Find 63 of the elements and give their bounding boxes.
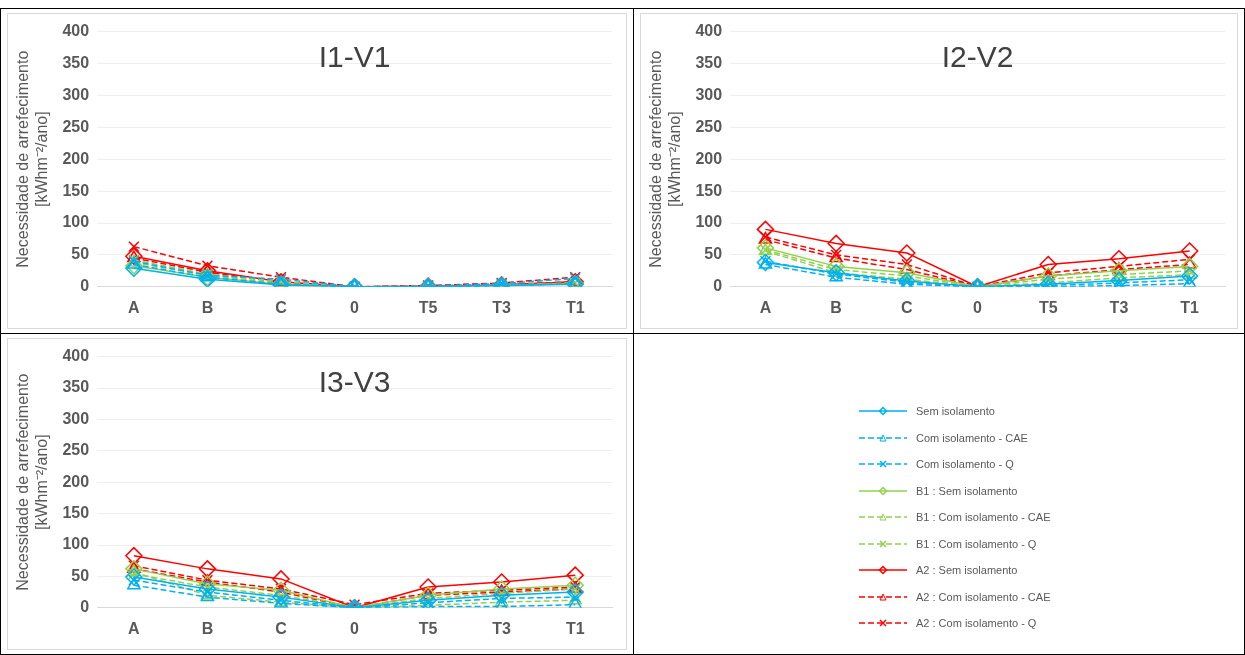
y-tick-label: 50 — [704, 245, 723, 263]
x-tick-label: C — [275, 298, 288, 316]
legend-label: Com isolamento - CAE — [916, 431, 1028, 444]
y-tick-label: 100 — [695, 213, 723, 231]
x-tick-label: C — [275, 619, 288, 637]
legend-label: A2 : Sem isolamento — [916, 564, 1018, 577]
y-axis-title: Necessidade de arrefecimento [kWhm⁻²/ano] — [647, 50, 684, 268]
y-tick-label: 200 — [695, 149, 723, 167]
x-tick-label: B — [201, 619, 214, 637]
chart-title: I3-V3 — [318, 364, 391, 398]
legend-label: Com isolamento - Q — [916, 458, 1014, 471]
chart-title: I1-V1 — [318, 39, 391, 73]
y-tick-label: 250 — [62, 117, 90, 135]
y-tick-label: 350 — [695, 53, 723, 71]
y-tick-label: 400 — [695, 22, 723, 40]
x-tick-label: T5 — [1038, 298, 1058, 316]
legend-label: A2 : Com isolamento - Q — [916, 617, 1037, 630]
y-tick-label: 300 — [62, 85, 90, 103]
x-tick-label: A — [128, 619, 141, 637]
x-tick-label: B — [830, 298, 842, 316]
y-tick-label: 0 — [713, 277, 723, 295]
legend-label: B1 : Sem isolamento — [916, 484, 1018, 497]
y-axis-title: Necessidade de arrefecimento [kWhm⁻²/ano] — [14, 373, 51, 591]
y-tick-label: 400 — [62, 347, 90, 365]
x-tick-label: T1 — [565, 619, 585, 637]
y-tick-label: 100 — [62, 535, 90, 553]
y-axis-title: Necessidade de arrefecimento [kWhm⁻²/ano] — [14, 50, 51, 268]
x-tick-label: B — [201, 298, 214, 316]
legend-label: B1 : Com isolamento - CAE — [916, 511, 1051, 524]
y-tick-label: 350 — [62, 378, 90, 396]
y-tick-label: 0 — [80, 598, 90, 616]
y-tick-label: 100 — [62, 213, 90, 231]
x-tick-label: T3 — [492, 298, 512, 316]
y-tick-label: 0 — [80, 277, 90, 295]
y-tick-label: 150 — [695, 181, 723, 199]
y-tick-label: 200 — [62, 149, 90, 167]
y-tick-label: 50 — [71, 245, 90, 263]
x-tick-label: 0 — [973, 298, 983, 316]
y-tick-label: 200 — [62, 472, 90, 490]
y-tick-label: 50 — [71, 566, 90, 584]
x-tick-label: T3 — [1109, 298, 1129, 316]
legend-label: A2 : Com isolamento - CAE — [916, 590, 1051, 603]
x-tick-label: 0 — [350, 298, 360, 316]
y-tick-label: 400 — [62, 22, 90, 40]
y-tick-label: 300 — [695, 85, 723, 103]
x-tick-label: T5 — [418, 619, 438, 637]
x-tick-label: T1 — [1180, 298, 1200, 316]
x-tick-label: T1 — [565, 298, 585, 316]
x-tick-label: C — [901, 298, 914, 316]
x-tick-label: A — [128, 298, 141, 316]
x-tick-label: 0 — [350, 619, 360, 637]
y-tick-label: 150 — [62, 504, 90, 522]
chart-title: I2-V2 — [941, 39, 1014, 73]
legend-label: Sem isolamento — [916, 405, 995, 418]
x-tick-label: T3 — [492, 619, 512, 637]
y-tick-label: 250 — [62, 441, 90, 459]
legend-label: B1 : Com isolamento - Q — [916, 537, 1037, 550]
x-tick-label: T5 — [418, 298, 438, 316]
y-tick-label: 350 — [62, 53, 90, 71]
y-tick-label: 300 — [62, 409, 90, 427]
x-tick-label: A — [759, 298, 772, 316]
y-tick-label: 250 — [695, 117, 723, 135]
y-tick-label: 150 — [62, 181, 90, 199]
